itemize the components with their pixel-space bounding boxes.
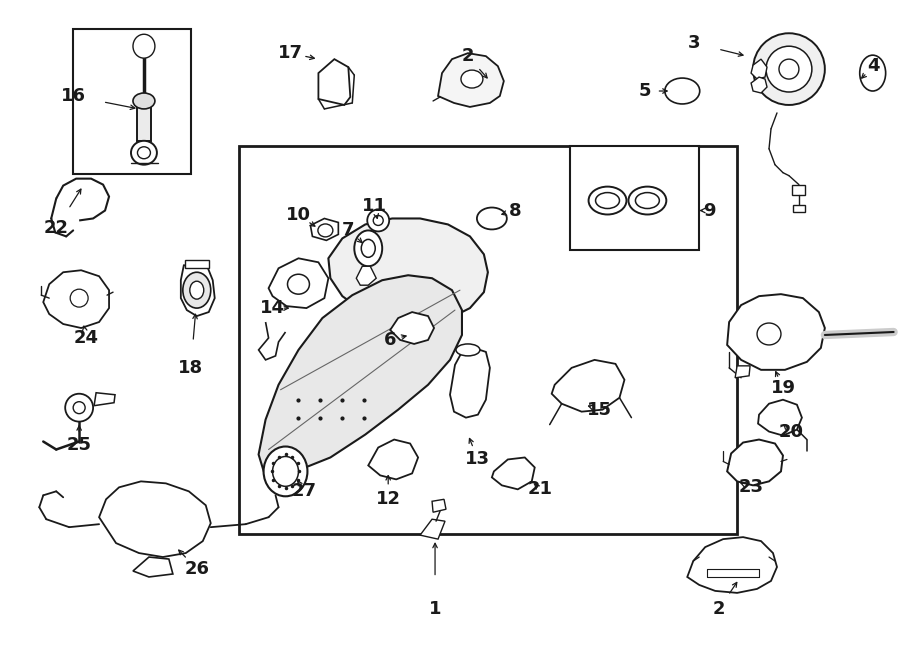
Ellipse shape (766, 46, 812, 92)
Ellipse shape (361, 239, 375, 257)
Ellipse shape (596, 192, 619, 208)
Polygon shape (792, 184, 805, 194)
Bar (184, 260, 209, 268)
Text: 13: 13 (465, 450, 491, 469)
Text: 25: 25 (67, 436, 92, 453)
Ellipse shape (757, 323, 781, 345)
Polygon shape (133, 557, 173, 577)
Ellipse shape (628, 186, 666, 214)
Polygon shape (727, 440, 783, 485)
Text: 7: 7 (342, 221, 355, 239)
Ellipse shape (635, 192, 660, 208)
Polygon shape (56, 178, 109, 221)
Ellipse shape (665, 78, 699, 104)
Polygon shape (432, 499, 446, 512)
Polygon shape (492, 457, 535, 489)
Ellipse shape (137, 38, 151, 54)
Polygon shape (450, 348, 490, 418)
Text: 27: 27 (292, 483, 317, 500)
Ellipse shape (73, 402, 86, 414)
Polygon shape (688, 537, 777, 593)
Text: 20: 20 (778, 422, 804, 441)
Polygon shape (137, 101, 151, 141)
Ellipse shape (190, 281, 203, 299)
Ellipse shape (374, 215, 383, 225)
Ellipse shape (70, 289, 88, 307)
Polygon shape (420, 519, 445, 539)
Polygon shape (356, 266, 376, 285)
Ellipse shape (183, 272, 211, 308)
Polygon shape (793, 204, 805, 212)
Text: 26: 26 (184, 560, 210, 578)
Text: 10: 10 (286, 206, 311, 225)
Ellipse shape (138, 147, 150, 159)
Polygon shape (268, 258, 328, 308)
Text: 14: 14 (260, 299, 285, 317)
Ellipse shape (779, 59, 799, 79)
Bar (238, 146, 737, 534)
Text: 21: 21 (527, 481, 553, 498)
Ellipse shape (318, 224, 333, 237)
Ellipse shape (273, 457, 299, 486)
Ellipse shape (133, 93, 155, 109)
Bar (570, 146, 699, 251)
Polygon shape (94, 393, 115, 406)
Text: 23: 23 (739, 479, 763, 496)
Polygon shape (368, 440, 418, 479)
Ellipse shape (589, 186, 626, 214)
Ellipse shape (133, 34, 155, 58)
Ellipse shape (287, 274, 310, 294)
Polygon shape (328, 219, 488, 325)
Ellipse shape (367, 210, 389, 231)
Polygon shape (438, 53, 504, 107)
Text: 16: 16 (60, 87, 86, 105)
Polygon shape (752, 77, 767, 93)
Text: 2: 2 (713, 600, 725, 618)
Text: 17: 17 (278, 44, 303, 62)
Ellipse shape (131, 141, 157, 165)
Polygon shape (735, 366, 750, 378)
Text: 24: 24 (74, 329, 99, 347)
Polygon shape (258, 275, 462, 477)
Text: 19: 19 (770, 379, 796, 397)
Ellipse shape (860, 55, 886, 91)
Text: 9: 9 (703, 202, 716, 219)
Ellipse shape (355, 231, 382, 266)
Bar (73, 29, 191, 174)
Text: 3: 3 (688, 34, 700, 52)
Text: 6: 6 (384, 331, 396, 349)
Text: 5: 5 (638, 82, 651, 100)
Ellipse shape (461, 70, 483, 88)
Text: 2: 2 (462, 47, 474, 65)
Polygon shape (552, 360, 625, 412)
Ellipse shape (65, 394, 93, 422)
Text: 15: 15 (587, 401, 612, 418)
Text: 11: 11 (362, 196, 387, 215)
Polygon shape (43, 270, 109, 328)
Ellipse shape (753, 33, 824, 105)
Polygon shape (181, 265, 215, 316)
Polygon shape (310, 219, 338, 241)
Polygon shape (99, 481, 211, 557)
Text: 8: 8 (508, 202, 521, 219)
Polygon shape (258, 322, 285, 360)
Text: 22: 22 (44, 219, 68, 237)
Text: 1: 1 (428, 600, 441, 618)
Ellipse shape (477, 208, 507, 229)
Polygon shape (319, 59, 350, 105)
Polygon shape (391, 312, 434, 344)
Ellipse shape (456, 344, 480, 356)
Ellipse shape (264, 447, 308, 496)
Text: 12: 12 (375, 490, 401, 508)
Polygon shape (727, 294, 824, 370)
Polygon shape (752, 59, 767, 79)
Polygon shape (758, 400, 802, 436)
Text: 4: 4 (868, 57, 880, 75)
Text: 18: 18 (178, 359, 203, 377)
